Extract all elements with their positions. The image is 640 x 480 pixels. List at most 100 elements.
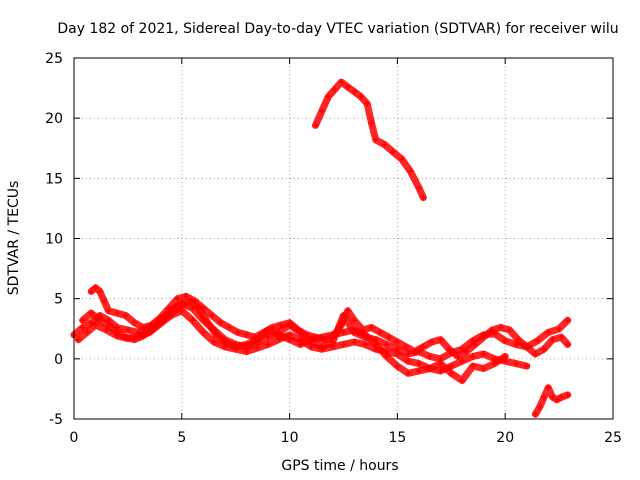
data-point [502,337,509,344]
data-point [549,336,556,343]
chart-title: Day 182 of 2021, Sidereal Day-to-day VTE… [57,21,618,37]
data-point [105,322,112,329]
data-point [226,324,233,331]
data-point [549,394,556,401]
data-point [523,363,530,370]
data-point [383,341,390,348]
data-point [139,324,146,331]
data-point [329,343,336,350]
data-point [124,326,131,333]
data-point [344,307,351,314]
data-point [243,331,250,338]
data-point [297,341,304,348]
data-point [497,324,504,331]
data-point [398,156,405,163]
data-point [96,317,103,324]
data-point [428,338,435,345]
data-point [463,348,470,355]
y-tick-label: 5 [54,292,63,308]
data-point [217,319,224,326]
data-point [558,394,565,401]
data-point [420,194,427,201]
data-point [512,360,519,367]
data-point [269,324,276,331]
data-point [362,341,369,348]
data-point [506,326,513,333]
y-tick-label: 20 [45,111,63,127]
data-point [385,334,392,341]
data-point [165,305,172,312]
data-point [122,312,129,319]
data-point [541,346,548,353]
data-point [454,353,461,360]
data-point [415,184,422,191]
data-point [541,394,548,401]
data-point [426,365,433,372]
data-point [114,329,121,336]
data-point [88,310,95,317]
y-tick-label: 15 [45,171,63,187]
data-point [243,348,250,355]
data-point [558,334,565,341]
x-tick-label: 20 [496,430,514,446]
data-point [437,367,444,374]
grid-layer [74,58,613,419]
data-point [331,86,338,93]
plot-frame [73,57,614,420]
series-trace-e [531,384,572,418]
data-point [221,338,228,345]
data-point [480,334,487,341]
data-point [303,331,310,338]
data-point [368,119,375,126]
data-point [79,317,86,324]
data-point [448,363,455,370]
data-point [351,317,358,324]
data-point [357,93,364,100]
data-point [321,336,328,343]
y-axis-label: SDTVAR / TECUs [6,181,22,296]
data-point [122,334,129,341]
data-point [472,341,479,348]
data-point [83,329,90,336]
data-point [211,338,218,345]
data-point [368,324,375,331]
data-point [338,322,345,329]
x-tick-label: 10 [281,430,299,446]
data-point [318,107,325,114]
data-point [114,310,121,317]
data-point [390,148,397,155]
data-point [437,360,444,367]
x-tick-label: 5 [177,430,186,446]
data-point [183,293,190,300]
data-point [340,341,347,348]
data-point [208,312,215,319]
data-point [536,403,543,410]
data-point [213,331,220,338]
data-point [381,141,388,148]
data-point [200,329,207,336]
data-point [459,358,466,365]
data-point [534,337,541,344]
data-point [564,341,571,348]
data-point [394,363,401,370]
data-point [338,79,345,86]
data-point [532,351,539,358]
data-point [275,331,282,338]
data-point [403,343,410,350]
data-point [277,322,284,329]
data-point [489,326,496,333]
data-point [532,411,539,418]
data-point [232,343,239,350]
data-point [394,338,401,345]
data-point [286,319,293,326]
data-point [437,336,444,343]
data-point [394,351,401,358]
data-point [564,391,571,398]
data-point [405,370,412,377]
data-point [523,343,530,350]
data-point [351,326,358,333]
data-point [446,346,453,353]
data-point [564,317,571,324]
data-point [318,346,325,353]
data-point [252,334,259,341]
